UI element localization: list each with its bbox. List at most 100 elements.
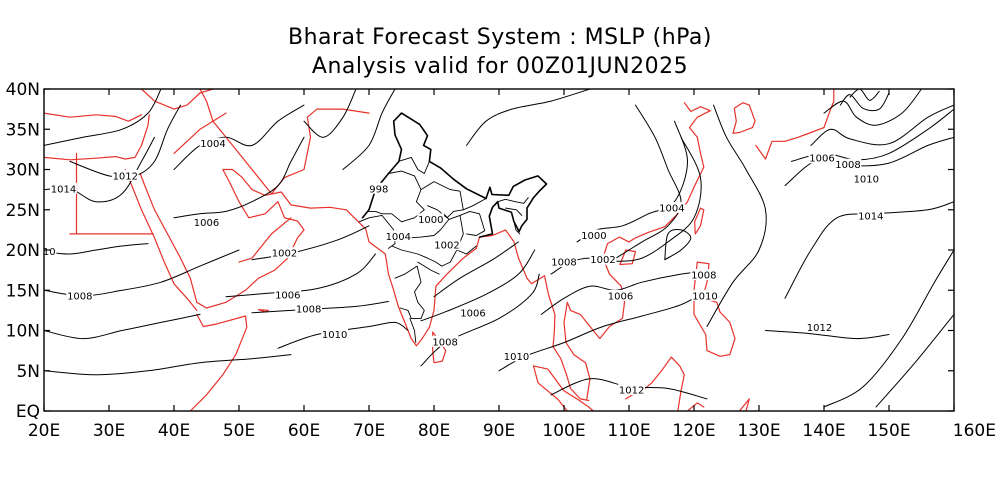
contour-label: 1002 bbox=[434, 241, 459, 252]
y-tick-label: 25N bbox=[6, 201, 40, 221]
x-tick-label: 130E bbox=[737, 421, 780, 441]
coastline bbox=[44, 112, 143, 122]
contour-label-bg bbox=[295, 302, 322, 314]
contour-label-bg bbox=[808, 152, 836, 164]
contour-label: 1006 bbox=[275, 291, 300, 302]
isobar-line bbox=[706, 104, 767, 327]
isobar-line bbox=[823, 249, 954, 408]
contour-label: 1004 bbox=[659, 204, 684, 215]
contour-label: 1008 bbox=[835, 160, 860, 171]
contour-label: 1006 bbox=[608, 291, 633, 302]
y-tick-label: 15N bbox=[6, 281, 40, 301]
state-boundary bbox=[456, 245, 477, 255]
contour-label-bg bbox=[618, 384, 645, 396]
contour-label-bg bbox=[607, 289, 634, 301]
state-boundary bbox=[409, 317, 417, 344]
contour-label-bg bbox=[857, 210, 885, 222]
x-tick-label: 40E bbox=[158, 421, 190, 441]
contour-label-bg bbox=[580, 229, 608, 241]
isobar-line bbox=[44, 354, 292, 376]
coastline bbox=[563, 102, 711, 400]
state-boundary bbox=[459, 210, 486, 236]
y-tick-label: EQ bbox=[16, 402, 40, 422]
contour-label-bg bbox=[193, 216, 220, 228]
contour-label-bg bbox=[321, 328, 348, 340]
contour-label-bg bbox=[691, 289, 719, 301]
x-tick-label: 60E bbox=[288, 421, 320, 441]
contour-label: 1004 bbox=[200, 139, 225, 150]
contour-label: 1008 bbox=[691, 271, 716, 282]
contour-label: 1008 bbox=[432, 337, 457, 348]
x-tick-label: 110E bbox=[607, 421, 650, 441]
contour-label: 1010 bbox=[504, 352, 529, 363]
contour-label: 1000 bbox=[418, 215, 443, 226]
isobar-line bbox=[44, 89, 162, 146]
coastline bbox=[694, 207, 705, 235]
x-tick-label: 90E bbox=[483, 421, 515, 441]
isobar-line bbox=[823, 89, 922, 126]
isobar-line bbox=[576, 120, 688, 243]
contour-label: 1010 bbox=[692, 291, 717, 302]
x-tick-label: 70E bbox=[353, 421, 385, 441]
y-tick-label: 5N bbox=[16, 362, 40, 382]
isobar-line bbox=[498, 289, 708, 372]
contour-label: 1010 bbox=[854, 175, 879, 186]
state-boundary bbox=[366, 170, 425, 223]
contour-label: 1000 bbox=[581, 231, 606, 242]
isobar-line bbox=[849, 89, 880, 101]
state-boundary bbox=[505, 207, 523, 216]
coastline bbox=[686, 402, 705, 411]
state-boundary bbox=[394, 265, 425, 319]
contour-label-bg bbox=[417, 213, 445, 225]
india-boundary-layer bbox=[358, 112, 548, 344]
isobar-line bbox=[615, 104, 682, 259]
y-tick-label: 20N bbox=[6, 241, 40, 261]
isobar-line bbox=[44, 249, 240, 297]
chart-subtitle: Analysis valid for 00Z01JUN2025 bbox=[311, 54, 689, 79]
contour-label: 1006 bbox=[809, 154, 834, 165]
y-tick-label: 30N bbox=[6, 161, 40, 181]
coastline-layer bbox=[44, 89, 835, 411]
chart-title: Bharat Forecast System : MSLP (hPa) bbox=[287, 25, 713, 50]
coastline bbox=[532, 365, 594, 411]
isobar-line bbox=[466, 89, 591, 146]
contour-label: 998 bbox=[369, 184, 388, 195]
state-boundary bbox=[497, 197, 529, 204]
contour-label: 1010 bbox=[322, 330, 347, 341]
isobar-line bbox=[69, 104, 181, 179]
contour-label: 1014 bbox=[858, 212, 883, 223]
contour-label-bg bbox=[384, 230, 412, 242]
coastline bbox=[173, 112, 227, 154]
contour-label-bg bbox=[42, 245, 57, 257]
x-tick-label: 150E bbox=[867, 421, 910, 441]
contour-label-bg bbox=[834, 158, 862, 170]
x-tick-label: 140E bbox=[802, 421, 845, 441]
coastline bbox=[139, 168, 590, 402]
isobar-line bbox=[342, 89, 396, 170]
coastline bbox=[732, 102, 756, 134]
isobar-line bbox=[784, 201, 954, 299]
contour-label: 1006 bbox=[194, 218, 219, 229]
coastline bbox=[44, 114, 150, 161]
india-boundary bbox=[361, 112, 548, 238]
contour-label: 1004 bbox=[386, 232, 411, 243]
contour-label: 1014 bbox=[51, 184, 76, 195]
contour-label-bg bbox=[550, 256, 578, 268]
contour-label-bg bbox=[690, 269, 718, 280]
plot-frame bbox=[43, 88, 955, 412]
isobar-line bbox=[664, 229, 692, 261]
contour-label: 10 bbox=[43, 247, 56, 258]
coastline bbox=[532, 365, 568, 411]
contour-label-bg bbox=[368, 182, 389, 194]
isobar-line bbox=[225, 253, 376, 298]
isobar-line bbox=[420, 273, 540, 367]
coastline bbox=[625, 356, 685, 411]
contour-label-bg bbox=[50, 182, 77, 194]
contour-label-bg bbox=[658, 202, 686, 214]
contour-label-bg bbox=[433, 239, 461, 251]
x-tick-label: 20E bbox=[28, 421, 60, 441]
isobar-line bbox=[173, 136, 305, 219]
contour-label: 1002 bbox=[272, 249, 297, 260]
coastline bbox=[755, 89, 835, 160]
y-tick-label: 10N bbox=[6, 322, 40, 342]
